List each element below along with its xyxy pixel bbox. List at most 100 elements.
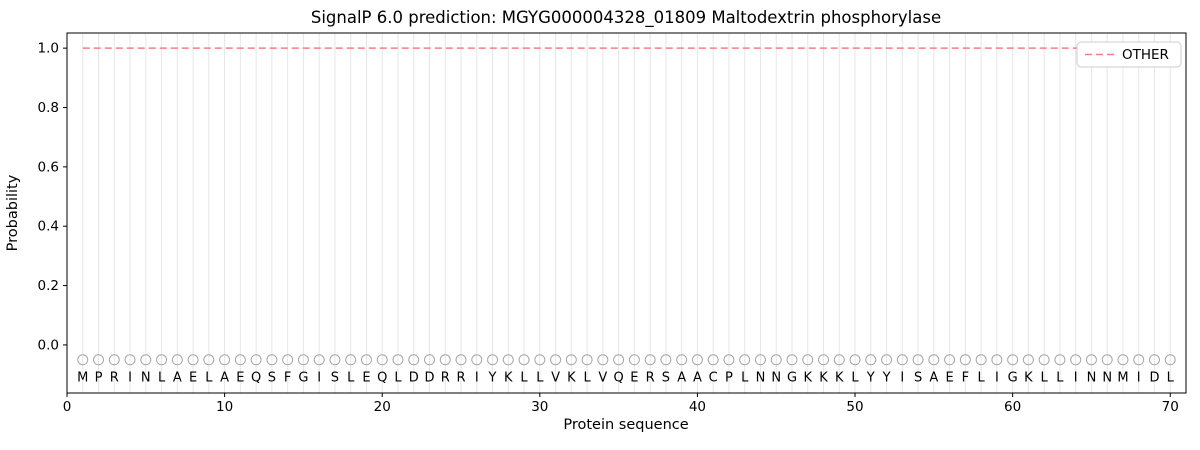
residue-marker xyxy=(108,354,120,366)
residue-marker xyxy=(770,354,782,366)
residue-marker xyxy=(234,354,246,366)
residue-letter: L xyxy=(536,370,544,385)
plot-border xyxy=(66,32,1187,394)
residue-letter: L xyxy=(520,370,528,385)
residue-letter: G xyxy=(1008,370,1018,385)
residue-marker xyxy=(1085,354,1097,366)
residue-marker xyxy=(1117,354,1129,366)
residue-marker xyxy=(707,354,719,366)
x-tick-label: 20 xyxy=(374,399,391,415)
residue-letter: Y xyxy=(866,370,875,385)
residue-letter: S xyxy=(331,370,339,385)
residue-marker xyxy=(865,354,877,366)
residue-letter: K xyxy=(504,370,513,385)
residue-letter: Q xyxy=(377,370,387,385)
residue-marker xyxy=(849,354,861,366)
residue-marker xyxy=(1054,354,1066,366)
residue-letter: M xyxy=(77,370,88,385)
residue-letter: I xyxy=(1074,370,1078,385)
y-tick-label: 0.6 xyxy=(38,159,59,175)
residue-marker xyxy=(313,354,325,366)
residue-marker xyxy=(502,354,514,366)
residue-marker xyxy=(723,354,735,366)
residue-letter: P xyxy=(725,370,733,385)
residue-marker xyxy=(628,354,640,366)
y-tick-label: 0.8 xyxy=(38,100,59,116)
x-axis-label: Protein sequence xyxy=(563,417,688,433)
residue-marker xyxy=(345,354,357,366)
residue-letter: R xyxy=(441,370,450,385)
residue-letter: F xyxy=(284,370,291,385)
residue-letter: L xyxy=(1056,370,1064,385)
residue-marker xyxy=(739,354,751,366)
residue-marker xyxy=(219,354,231,366)
residue-marker xyxy=(896,354,908,366)
residue-letter: I xyxy=(995,370,999,385)
residue-letter: V xyxy=(551,370,560,385)
residue-letter: L xyxy=(347,370,355,385)
chart-title: SignalP 6.0 prediction: MGYG000004328_01… xyxy=(311,8,941,28)
y-tick-label: 1.0 xyxy=(38,41,59,57)
residue-letter: L xyxy=(1041,370,1049,385)
x-tick-label: 10 xyxy=(216,399,233,415)
residue-marker xyxy=(266,354,278,366)
residue-marker xyxy=(881,354,893,366)
residue-marker xyxy=(1133,354,1145,366)
residue-letter: I xyxy=(128,370,132,385)
residue-marker xyxy=(1022,354,1034,366)
residue-letter: A xyxy=(173,370,182,385)
residue-marker xyxy=(613,354,625,366)
residue-letter: L xyxy=(741,370,749,385)
y-axis-label: Probability xyxy=(5,174,21,251)
residue-marker xyxy=(408,354,420,366)
x-tick-label: 40 xyxy=(689,399,706,415)
residue-marker xyxy=(660,354,672,366)
residue-letter: E xyxy=(362,370,370,385)
residue-letter: V xyxy=(598,370,607,385)
residue-letter: A xyxy=(220,370,229,385)
x-tick-label: 0 xyxy=(63,399,72,415)
residue-marker xyxy=(518,354,530,366)
residue-letter: Q xyxy=(614,370,624,385)
residue-letter: G xyxy=(298,370,308,385)
residue-marker xyxy=(802,354,814,366)
residue-marker xyxy=(140,354,152,366)
residue-marker xyxy=(991,354,1003,366)
residue-letter: E xyxy=(945,370,953,385)
residue-marker xyxy=(77,354,89,366)
residue-marker xyxy=(329,354,341,366)
residue-marker xyxy=(550,354,562,366)
residue-letter: I xyxy=(900,370,904,385)
residue-marker xyxy=(124,354,136,366)
residue-letter: R xyxy=(456,370,465,385)
residue-marker xyxy=(833,354,845,366)
residue-letter: R xyxy=(110,370,119,385)
residue-marker xyxy=(786,354,798,366)
residue-letter: I xyxy=(317,370,321,385)
residue-letter: N xyxy=(1102,370,1112,385)
residue-letter: L xyxy=(583,370,591,385)
residue-marker xyxy=(1101,354,1113,366)
residue-letter: C xyxy=(709,370,718,385)
residue-marker xyxy=(156,354,168,366)
residue-marker xyxy=(203,354,215,366)
residue-letter: I xyxy=(1137,370,1141,385)
y-tick-label: 0.4 xyxy=(38,219,59,235)
residue-marker xyxy=(565,354,577,366)
residue-marker xyxy=(1070,354,1082,366)
residue-letter: E xyxy=(630,370,638,385)
residue-letter: R xyxy=(646,370,655,385)
residue-letter: L xyxy=(394,370,402,385)
gridlines xyxy=(82,33,1171,393)
residue-marker xyxy=(297,354,309,366)
residue-marker xyxy=(534,354,546,366)
residue-marker xyxy=(471,354,483,366)
residue-marker xyxy=(439,354,451,366)
residue-marker xyxy=(282,354,294,366)
residue-letter: N xyxy=(1087,370,1097,385)
residue-letter: A xyxy=(677,370,686,385)
residue-letter: S xyxy=(268,370,276,385)
residue-marker xyxy=(691,354,703,366)
